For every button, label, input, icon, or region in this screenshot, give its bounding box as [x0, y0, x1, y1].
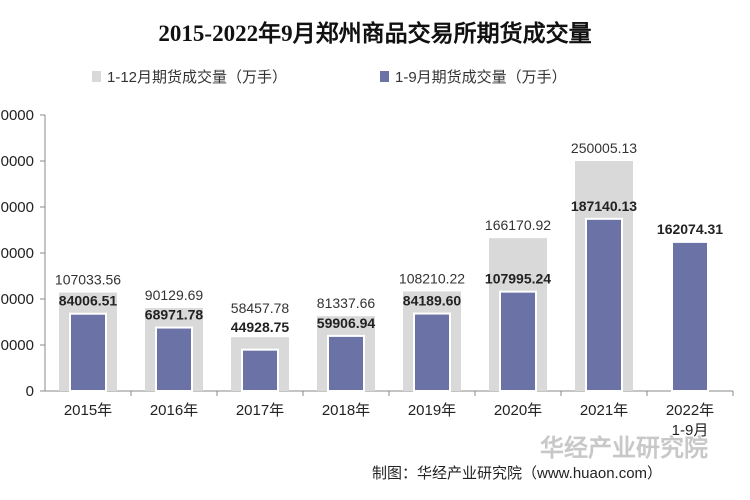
data-label-jan-sep: 107995.24: [485, 271, 551, 287]
data-label-jan-sep: 68971.78: [145, 307, 204, 323]
y-tick-label: 50000: [0, 337, 34, 354]
bar-jan-sep: [327, 334, 365, 393]
y-tick-label: 250000: [0, 153, 34, 170]
x-tick-label: 2018年: [322, 402, 370, 419]
data-label-jan-sep: 44928.75: [231, 319, 290, 335]
x-tick-label: 1-9月: [672, 422, 709, 439]
chart-title: 2015-2022年9月郑州商品交易所期货成交量: [158, 21, 592, 46]
x-tick-label: 2021年: [580, 402, 628, 419]
bar-jan-sep: [671, 240, 709, 392]
x-tick-label: 2022年: [666, 402, 714, 419]
data-label-full-year: 108210.22: [399, 270, 465, 286]
bar-jan-sep: [413, 312, 451, 392]
watermark: 华经产业研究院: [540, 435, 708, 462]
legend-item-jan-sep: 1-9月期货成交量（万手）: [380, 66, 567, 87]
bar-jan-sep: [585, 217, 623, 392]
x-tick-label: 2015年: [64, 402, 112, 419]
data-label-full-year: 250005.13: [571, 140, 637, 156]
data-label-full-year: 81337.66: [317, 295, 376, 311]
data-label-full-year: 166170.92: [485, 217, 551, 233]
bar-jan-sep: [155, 326, 193, 392]
bar-jan-sep: [69, 312, 107, 393]
x-tick-label: 2016年: [150, 402, 198, 419]
data-label-jan-sep: 162074.31: [657, 221, 723, 237]
data-label-jan-sep: 59906.94: [317, 315, 376, 331]
x-tick-label: 2020年: [494, 402, 542, 419]
data-label-full-year: 58457.78: [231, 300, 290, 316]
x-tick-label: 2019年: [408, 402, 456, 419]
y-tick-label: 150000: [0, 245, 34, 262]
legend-label: 1-12月期货成交量（万手）: [107, 69, 288, 86]
legend-swatch: [380, 71, 389, 82]
data-label-full-year: 90129.69: [145, 287, 204, 303]
data-label-jan-sep: 84006.51: [59, 293, 118, 309]
data-label-full-year: 107033.56: [55, 272, 121, 288]
source-note: 制图：华经产业研究院（www.huaon.com）: [372, 465, 663, 482]
legend-swatch: [92, 71, 101, 82]
y-tick-label: 0: [26, 383, 34, 400]
y-tick-label: 100000: [0, 291, 34, 308]
bar-jan-sep: [241, 348, 279, 393]
legend-label: 1-9月期货成交量（万手）: [395, 69, 567, 86]
legend-item-full-year: 1-12月期货成交量（万手）: [92, 66, 287, 87]
bar-jan-sep: [499, 290, 537, 392]
x-tick-label: 2017年: [236, 402, 284, 419]
y-tick-label: 200000: [0, 199, 34, 216]
data-label-jan-sep: 84189.60: [403, 293, 462, 309]
y-tick-label: 300000: [0, 107, 34, 124]
data-label-jan-sep: 187140.13: [571, 198, 637, 214]
